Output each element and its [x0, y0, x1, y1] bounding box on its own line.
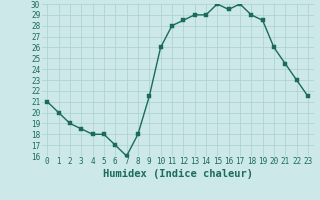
X-axis label: Humidex (Indice chaleur): Humidex (Indice chaleur) — [103, 169, 252, 179]
